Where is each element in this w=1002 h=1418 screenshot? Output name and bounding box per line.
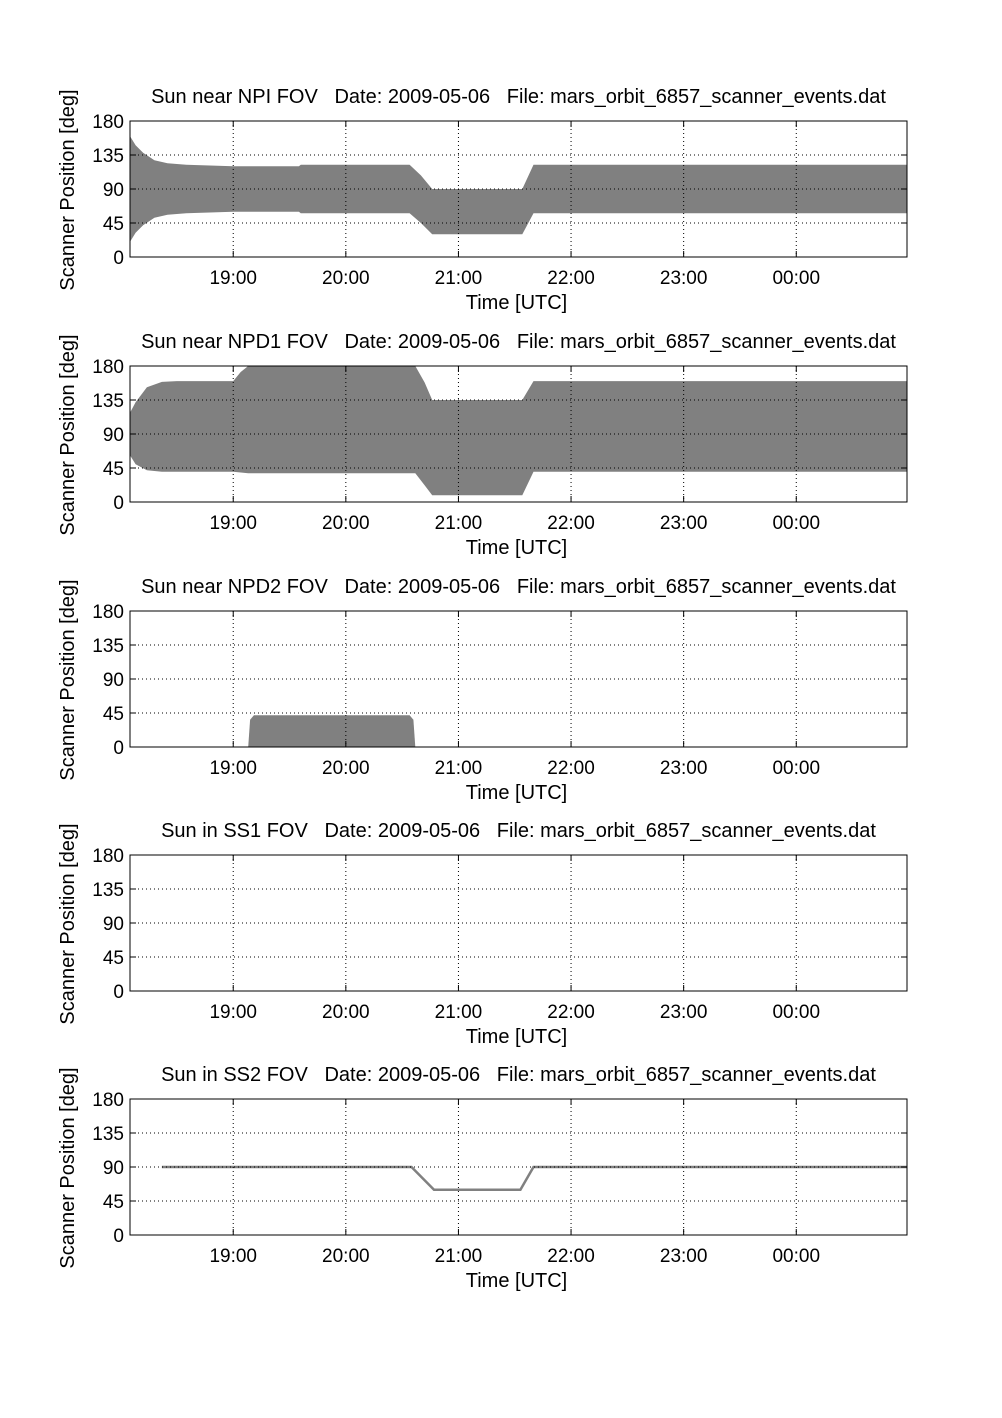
x-tick-label: 23:00 — [660, 268, 708, 289]
y-tick-label: 180 — [92, 1090, 124, 1111]
x-tick-label: 23:00 — [660, 758, 708, 779]
x-tick-label: 23:00 — [660, 1246, 708, 1267]
y-tick-label: 45 — [103, 459, 124, 480]
y-tick-label: 0 — [113, 738, 124, 759]
y-tick-label: 135 — [92, 636, 124, 657]
x-tick-label: 21:00 — [435, 268, 483, 289]
x-tick-label: 23:00 — [660, 513, 708, 534]
subplot-2: 19:00 20:00 21:00 22:00 23:00 00:00 0 45 90 135 18… — [57, 331, 908, 559]
plot-title: Sun near NPD2 FOV Date: 2009-05-06 File:… — [141, 576, 896, 598]
x-tick-label: 22:00 — [547, 1002, 595, 1023]
y-tick-label: 45 — [103, 1192, 124, 1213]
y-tick-label: 45 — [103, 704, 124, 725]
y-tick-label: 45 — [103, 214, 124, 235]
y-tick-label: 90 — [103, 180, 124, 201]
x-axis-label: Time [UTC] — [466, 1026, 567, 1048]
x-tick-label: 20:00 — [322, 1002, 370, 1023]
x-axis-label: Time [UTC] — [466, 782, 567, 804]
y-tick-label: 180 — [92, 357, 124, 378]
x-tick-label: 21:00 — [435, 1246, 483, 1267]
plot-title: Sun near NPD1 FOV Date: 2009-05-06 File:… — [141, 331, 896, 353]
x-tick-label: 20:00 — [322, 268, 370, 289]
x-tick-label: 20:00 — [322, 758, 370, 779]
y-tick-label: 90 — [103, 425, 124, 446]
x-tick-label: 20:00 — [322, 513, 370, 534]
plot-frame — [129, 1098, 908, 1236]
plot-frame — [129, 120, 908, 258]
x-tick-label: 22:00 — [547, 1246, 595, 1267]
x-axis-label: Time [UTC] — [466, 292, 567, 314]
x-tick-label: 23:00 — [660, 1002, 708, 1023]
y-axis-label: Scanner Position [deg] — [57, 334, 79, 535]
y-tick-label: 135 — [92, 146, 124, 167]
y-tick-label: 135 — [92, 1124, 124, 1145]
x-axis-label: Time [UTC] — [466, 1270, 567, 1292]
y-tick-label: 135 — [92, 391, 124, 412]
x-tick-label: 21:00 — [435, 1002, 483, 1023]
x-tick-label: 00:00 — [772, 1246, 820, 1267]
x-tick-label: 19:00 — [209, 513, 257, 534]
x-tick-label: 19:00 — [209, 1002, 257, 1023]
y-tick-label: 180 — [92, 112, 124, 133]
y-axis-label: Scanner Position [deg] — [57, 579, 79, 780]
scanner-band — [248, 715, 416, 747]
y-tick-label: 90 — [103, 1158, 124, 1179]
subplot-4: 19:00 20:00 21:00 22:00 23:00 00:00 0 45 90 135 18… — [57, 820, 908, 1048]
plot-frame — [129, 365, 908, 503]
y-tick-label: 135 — [92, 880, 124, 901]
x-tick-label: 21:00 — [435, 513, 483, 534]
y-tick-label: 0 — [113, 1226, 124, 1247]
x-tick-label: 19:00 — [209, 758, 257, 779]
plot-title: Sun in SS1 FOV Date: 2009-05-06 File: ma… — [161, 820, 876, 842]
y-axis-label: Scanner Position [deg] — [57, 1067, 79, 1268]
y-tick-label: 180 — [92, 846, 124, 867]
y-axis-label: Scanner Position [deg] — [57, 823, 79, 1024]
plot-frame — [129, 610, 908, 748]
plot-title: Sun in SS2 FOV Date: 2009-05-06 File: ma… — [161, 1064, 876, 1086]
y-tick-label: 0 — [113, 248, 124, 269]
y-tick-label: 90 — [103, 914, 124, 935]
subplot-5: 19:00 20:00 21:00 22:00 23:00 00:00 0 45 90 135 18… — [57, 1064, 908, 1292]
x-tick-label: 22:00 — [547, 513, 595, 534]
y-axis-label: Scanner Position [deg] — [57, 89, 79, 290]
x-tick-label: 00:00 — [772, 1002, 820, 1023]
x-tick-label: 22:00 — [547, 758, 595, 779]
scanner-band — [130, 366, 907, 496]
subplot-1: 19:00 20:00 21:00 22:00 23:00 00:00 0 45 90 135 18… — [57, 86, 908, 314]
x-axis-label: Time [UTC] — [466, 537, 567, 559]
y-tick-label: 45 — [103, 948, 124, 969]
x-tick-label: 21:00 — [435, 758, 483, 779]
y-tick-label: 180 — [92, 602, 124, 623]
y-tick-label: 0 — [113, 493, 124, 514]
y-tick-label: 90 — [103, 670, 124, 691]
x-tick-label: 00:00 — [772, 268, 820, 289]
scanner-line — [161, 1165, 907, 1191]
x-tick-label: 22:00 — [547, 268, 595, 289]
plot-frame — [129, 854, 908, 992]
x-tick-label: 00:00 — [772, 513, 820, 534]
x-tick-label: 20:00 — [322, 1246, 370, 1267]
plot-title: Sun near NPI FOV Date: 2009-05-06 File: … — [151, 86, 886, 108]
y-tick-label: 0 — [113, 982, 124, 1003]
x-tick-label: 19:00 — [209, 268, 257, 289]
x-tick-label: 00:00 — [772, 758, 820, 779]
x-tick-label: 19:00 — [209, 1246, 257, 1267]
subplot-3: 19:00 20:00 21:00 22:00 23:00 00:00 0 45 90 135 18… — [57, 576, 908, 804]
